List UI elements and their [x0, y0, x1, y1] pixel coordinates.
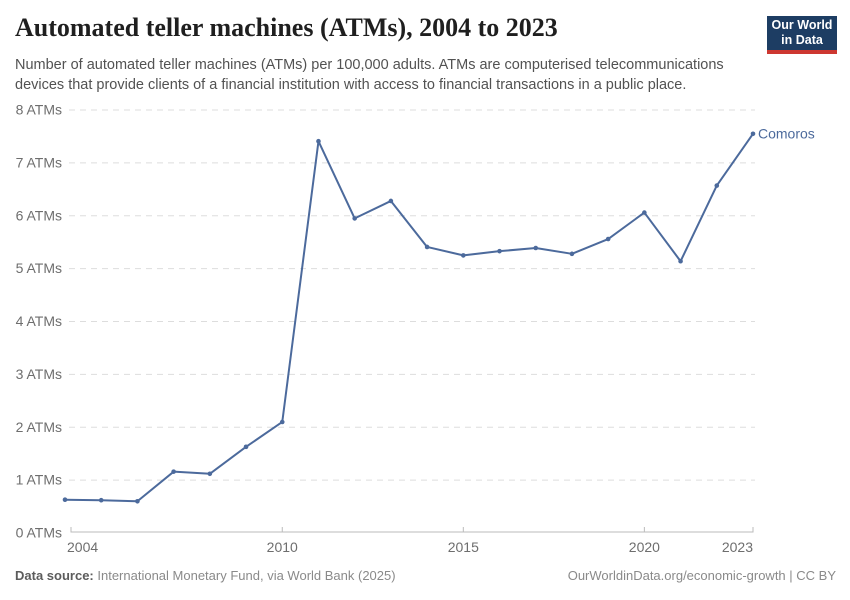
owid-logo-line2: in Data [781, 33, 823, 47]
x-tick-label: 2004 [67, 539, 98, 555]
y-tick-label: 5 ATMs [16, 260, 62, 276]
data-point[interactable] [678, 258, 683, 264]
owid-license-link[interactable]: OurWorldinData.org/economic-growth | CC … [567, 568, 836, 583]
chart-subtitle: Number of automated teller machines (ATM… [15, 57, 724, 94]
data-point[interactable] [461, 253, 466, 258]
data-source: Data source: International Monetary Fund… [15, 568, 396, 583]
trend-line [64, 132, 754, 503]
data-point[interactable] [352, 216, 357, 221]
data-point[interactable] [714, 183, 720, 188]
y-tick-label: 1 ATMs [16, 472, 62, 488]
x-axis-line [70, 527, 754, 533]
y-tick-label: 8 ATMs [16, 102, 62, 118]
x-tick-label: 2020 [629, 539, 660, 555]
entity-label[interactable]: Comoros [758, 125, 815, 141]
data-point[interactable] [316, 138, 321, 144]
data-point[interactable] [424, 244, 430, 250]
data-point[interactable] [569, 251, 575, 257]
data-point[interactable] [243, 444, 249, 450]
data-source-label: Data source: [15, 568, 94, 583]
y-tick-label: 2 ATMs [16, 419, 62, 435]
data-point[interactable] [605, 236, 611, 242]
chart-footer: Data source: International Monetary Fund… [15, 568, 836, 583]
y-tick-label: 6 ATMs [16, 207, 62, 223]
data-point[interactable] [98, 497, 104, 503]
owid-logo[interactable]: Our World in Data [767, 16, 837, 54]
y-tick-label: 3 ATMs [16, 366, 62, 382]
data-point[interactable] [135, 498, 140, 504]
data-point[interactable] [62, 497, 68, 502]
owid-logo-line1: Our World [771, 18, 833, 33]
x-tick-label: 2010 [267, 539, 298, 555]
data-point[interactable] [533, 245, 539, 251]
data-point[interactable] [497, 248, 502, 254]
data-point[interactable] [388, 198, 394, 204]
data-point[interactable] [171, 469, 176, 474]
data-point[interactable] [750, 131, 756, 137]
page-title: Automated teller machines (ATMs), 2004 t… [15, 13, 558, 42]
data-source-value: International Monetary Fund, via World B… [97, 568, 396, 583]
y-tick-label: 7 ATMs [16, 154, 62, 170]
x-tick-label: 2023 [722, 539, 753, 555]
data-point[interactable] [642, 210, 647, 215]
data-point[interactable] [279, 419, 285, 425]
data-point[interactable] [207, 471, 213, 477]
y-tick-label: 4 ATMs [16, 313, 62, 329]
y-tick-label: 0 ATMs [16, 525, 62, 541]
x-tick-label: 2015 [448, 539, 479, 555]
